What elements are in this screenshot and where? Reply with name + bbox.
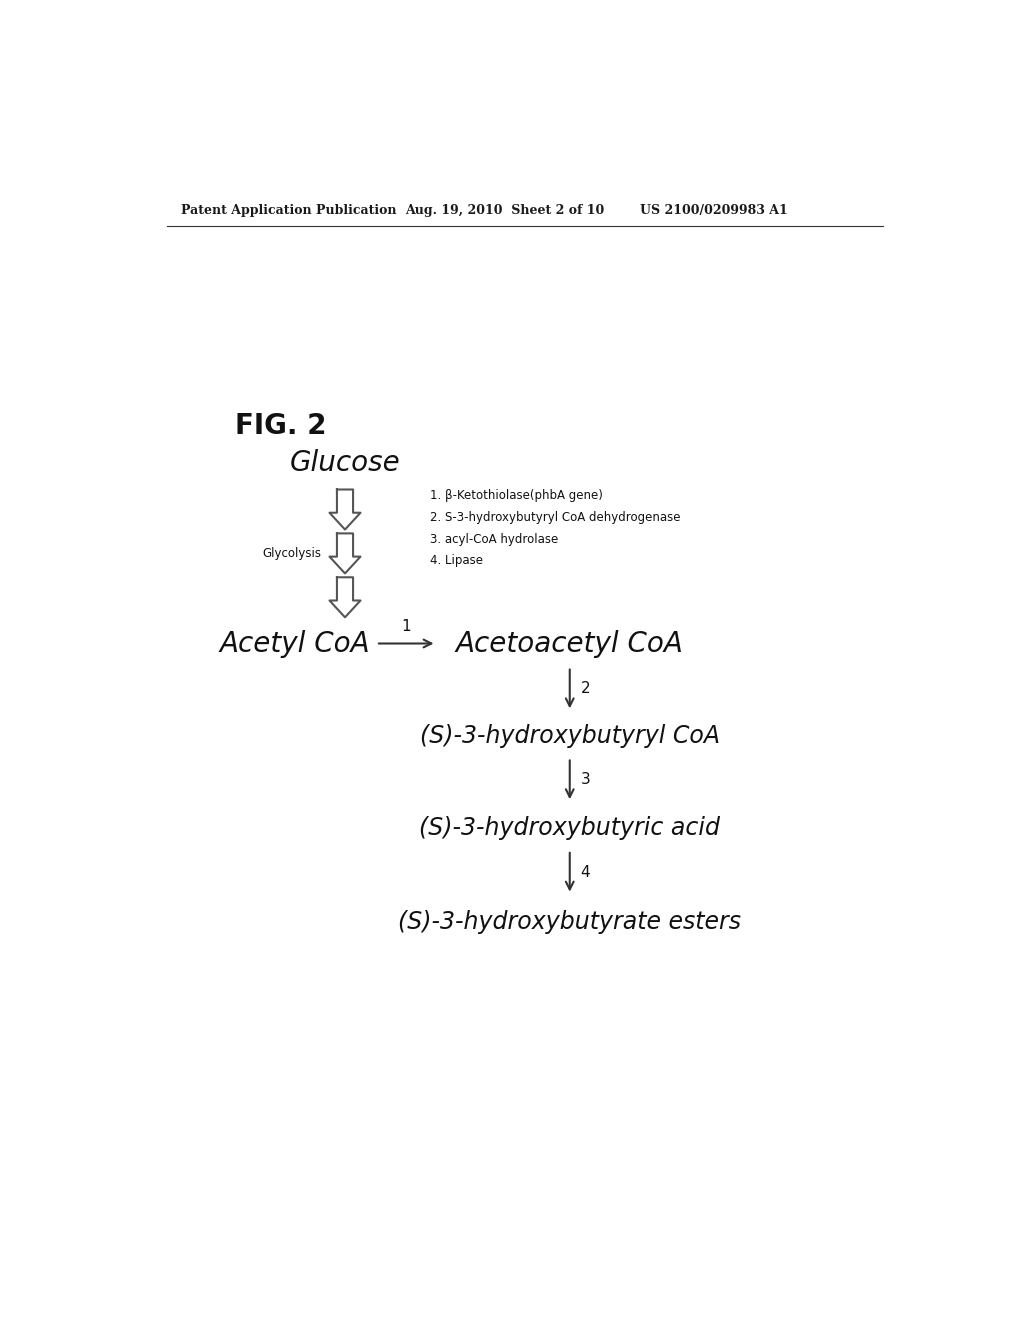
Text: (S)-3-hydroxybutyric acid: (S)-3-hydroxybutyric acid	[419, 816, 720, 841]
Text: US 2100/0209983 A1: US 2100/0209983 A1	[640, 205, 787, 218]
Text: 3: 3	[581, 772, 591, 787]
Text: 3. acyl-CoA hydrolase: 3. acyl-CoA hydrolase	[430, 533, 558, 545]
Text: 1. β-Ketothiolase(phbA gene): 1. β-Ketothiolase(phbA gene)	[430, 490, 603, 503]
Text: 2: 2	[581, 681, 590, 697]
Text: 4. Lipase: 4. Lipase	[430, 554, 483, 568]
Text: Patent Application Publication: Patent Application Publication	[180, 205, 396, 218]
Text: Acetyl CoA: Acetyl CoA	[219, 630, 370, 657]
Text: Glycolysis: Glycolysis	[263, 546, 322, 560]
Text: Acetoacetyl CoA: Acetoacetyl CoA	[456, 630, 684, 657]
Text: (S)-3-hydroxybutyrate esters: (S)-3-hydroxybutyrate esters	[398, 911, 741, 935]
Text: 2. S-3-hydroxybutyryl CoA dehydrogenase: 2. S-3-hydroxybutyryl CoA dehydrogenase	[430, 511, 681, 524]
Text: FIG. 2: FIG. 2	[234, 412, 327, 441]
Text: 4: 4	[581, 865, 590, 879]
Polygon shape	[330, 533, 360, 573]
Text: Glucose: Glucose	[290, 449, 400, 478]
Text: Aug. 19, 2010  Sheet 2 of 10: Aug. 19, 2010 Sheet 2 of 10	[406, 205, 605, 218]
Polygon shape	[330, 490, 360, 529]
Polygon shape	[330, 577, 360, 618]
Text: 1: 1	[401, 619, 411, 635]
Text: (S)-3-hydroxybutyryl CoA: (S)-3-hydroxybutyryl CoA	[420, 723, 720, 748]
